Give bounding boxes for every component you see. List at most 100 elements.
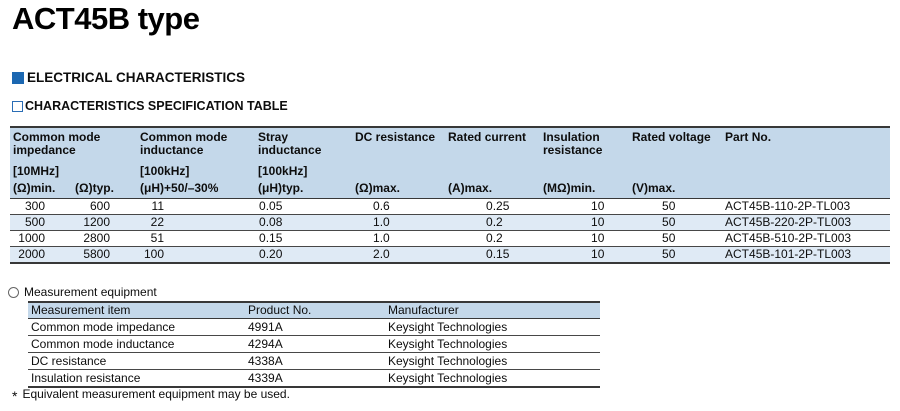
footnote: * Equivalent measurement equipment may b… xyxy=(12,387,290,404)
col-title-common-mode-inductance: Common mode inductance xyxy=(140,127,259,164)
product-no: 4338A xyxy=(248,354,283,368)
col-product-no: Product No. xyxy=(245,302,385,319)
section-characteristics-specification-table: CHARACTERISTICS SPECIFICATION TABLE xyxy=(12,99,288,113)
spec-header-units-row: (Ω)min. (Ω)typ. (μH)+50/–30% (μH)typ. (Ω… xyxy=(10,181,890,199)
circle-bullet-icon xyxy=(8,286,19,298)
cell: 2000 xyxy=(18,247,45,261)
cell: 10 xyxy=(591,247,605,261)
cell: 2.0 xyxy=(373,247,390,261)
spec-table: Common mode impedance Common mode induct… xyxy=(10,126,890,264)
col-title-stray-inductance: Stray inductance xyxy=(258,127,356,164)
part-number: ACT45B-510-2P-TL003 xyxy=(725,231,852,245)
cell: 50 xyxy=(662,247,676,261)
filled-square-icon xyxy=(12,71,24,84)
measurement-item: DC resistance xyxy=(31,354,107,368)
manufacturer: Keysight Technologies xyxy=(388,337,508,351)
cell: 0.08 xyxy=(259,215,283,229)
spec-table-header: Common mode impedance Common mode induct… xyxy=(10,127,890,199)
unit-mohm-min: (MΩ)min. xyxy=(543,181,633,199)
spec-row: 500 1200 22 0.08 1.0 0.2 10 50 ACT45B-22… xyxy=(10,214,890,231)
unit-uh-typ: (μH)typ. xyxy=(258,181,356,199)
spec-row: 300 600 11 0.05 0.6 0.25 10 50 ACT45B-11… xyxy=(10,199,890,215)
cell: 0.20 xyxy=(259,247,283,261)
cell: 10 xyxy=(591,231,605,245)
cell: 1.0 xyxy=(373,215,390,229)
measurement-equipment-table: Measurement item Product No. Manufacture… xyxy=(28,301,600,388)
spec-row: 2000 5800 100 0.20 2.0 0.15 10 50 ACT45B… xyxy=(10,246,890,263)
cell: 0.25 xyxy=(486,199,510,213)
cell: 600 xyxy=(89,199,111,213)
cell: 100 xyxy=(143,247,165,261)
manufacturer: Keysight Technologies xyxy=(388,371,508,385)
spec-row: 1000 2800 51 0.15 1.0 0.2 10 50 ACT45B-5… xyxy=(10,230,890,247)
section-heading-label: ELECTRICAL CHARACTERISTICS xyxy=(27,70,246,85)
col-title-insulation-resistance: Insulation resistance xyxy=(543,127,633,164)
cell: 0.6 xyxy=(373,199,390,213)
product-no: 4991A xyxy=(248,320,283,334)
cell: 0.2 xyxy=(486,231,503,245)
equipment-table-header: Measurement item Product No. Manufacture… xyxy=(28,302,600,319)
col-title-rated-current: Rated current xyxy=(448,127,544,164)
subsection-heading-label: CHARACTERISTICS SPECIFICATION TABLE xyxy=(25,99,288,113)
col-title-dc-resistance: DC resistance xyxy=(355,127,449,164)
cell: 1200 xyxy=(83,215,111,229)
cell: 11 xyxy=(151,199,165,213)
asterisk-icon: * xyxy=(12,388,18,404)
col-measurement-item: Measurement item xyxy=(28,302,245,319)
col-manufacturer: Manufacturer xyxy=(385,302,600,319)
unit-ohm-max: (Ω)max. xyxy=(355,181,449,199)
cell: 10 xyxy=(591,199,605,213)
cell: 1.0 xyxy=(373,231,390,245)
cell: 0.15 xyxy=(486,247,510,261)
cell: 22 xyxy=(150,215,165,229)
col-title-rated-voltage: Rated voltage xyxy=(632,127,726,164)
unit-ohm-min: (Ω)min. xyxy=(10,181,75,199)
manufacturer: Keysight Technologies xyxy=(388,320,508,334)
measurement-item: Common mode impedance xyxy=(31,320,176,334)
measurement-item: Insulation resistance xyxy=(31,371,141,385)
cell: 50 xyxy=(662,231,676,245)
equipment-table-body: Common mode impedance 4991A Keysight Tec… xyxy=(28,319,600,388)
spec-table-body: 300 600 11 0.05 0.6 0.25 10 50 ACT45B-11… xyxy=(10,199,890,263)
cell: 2800 xyxy=(83,231,111,245)
measurement-equipment-heading: Measurement equipment xyxy=(8,285,157,299)
outline-square-icon xyxy=(12,100,23,112)
unit-v-max: (V)max. xyxy=(632,181,726,199)
condition-100khz-inductance: [100kHz] xyxy=(140,164,259,181)
spec-header-titles-row: Common mode impedance Common mode induct… xyxy=(10,127,890,164)
spec-header-conditions-row: [10MHz] [100kHz] [100kHz] xyxy=(10,164,890,181)
cell: 50 xyxy=(662,199,676,213)
cell: 0.15 xyxy=(259,231,283,245)
condition-10mhz: [10MHz] xyxy=(10,164,141,181)
section-electrical-characteristics: ELECTRICAL CHARACTERISTICS xyxy=(12,70,245,85)
product-no: 4294A xyxy=(248,337,283,351)
cell: 0.05 xyxy=(259,199,283,213)
cell: 300 xyxy=(24,199,45,213)
equipment-row: Common mode impedance 4991A Keysight Tec… xyxy=(28,319,600,336)
cell: 50 xyxy=(662,215,676,229)
unit-uh-tolerance: (μH)+50/–30% xyxy=(140,181,259,199)
footnote-text: Equivalent measurement equipment may be … xyxy=(22,387,290,401)
unit-a-max: (A)max. xyxy=(448,181,544,199)
col-title-common-mode-impedance: Common mode impedance xyxy=(10,127,141,164)
cell: 0.2 xyxy=(486,215,503,229)
cell: 5800 xyxy=(83,247,111,261)
cell: 500 xyxy=(24,215,45,229)
equipment-row: DC resistance 4338A Keysight Technologie… xyxy=(28,352,600,370)
condition-100khz-stray: [100kHz] xyxy=(258,164,356,181)
manufacturer: Keysight Technologies xyxy=(388,354,508,368)
measurement-item: Common mode inductance xyxy=(31,337,175,351)
col-title-part-no: Part No. xyxy=(725,127,890,164)
cell: 51 xyxy=(150,231,165,245)
cell: 10 xyxy=(591,215,605,229)
product-no: 4339A xyxy=(248,371,283,385)
equipment-header-row: Measurement item Product No. Manufacture… xyxy=(28,302,600,319)
part-number: ACT45B-110-2P-TL003 xyxy=(725,199,851,213)
page-title: ACT45B type xyxy=(12,1,200,36)
equipment-row: Common mode inductance 4294A Keysight Te… xyxy=(28,335,600,353)
part-number: ACT45B-220-2P-TL003 xyxy=(725,215,852,229)
part-number: ACT45B-101-2P-TL003 xyxy=(725,247,852,261)
cell: 1000 xyxy=(18,231,45,245)
equipment-row: Insulation resistance 4339A Keysight Tec… xyxy=(28,369,600,388)
measurement-equipment-label: Measurement equipment xyxy=(24,285,157,299)
